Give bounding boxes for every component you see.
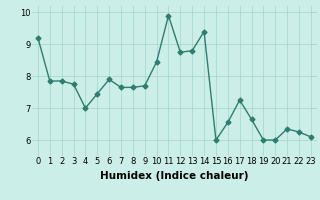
X-axis label: Humidex (Indice chaleur): Humidex (Indice chaleur) (100, 171, 249, 181)
